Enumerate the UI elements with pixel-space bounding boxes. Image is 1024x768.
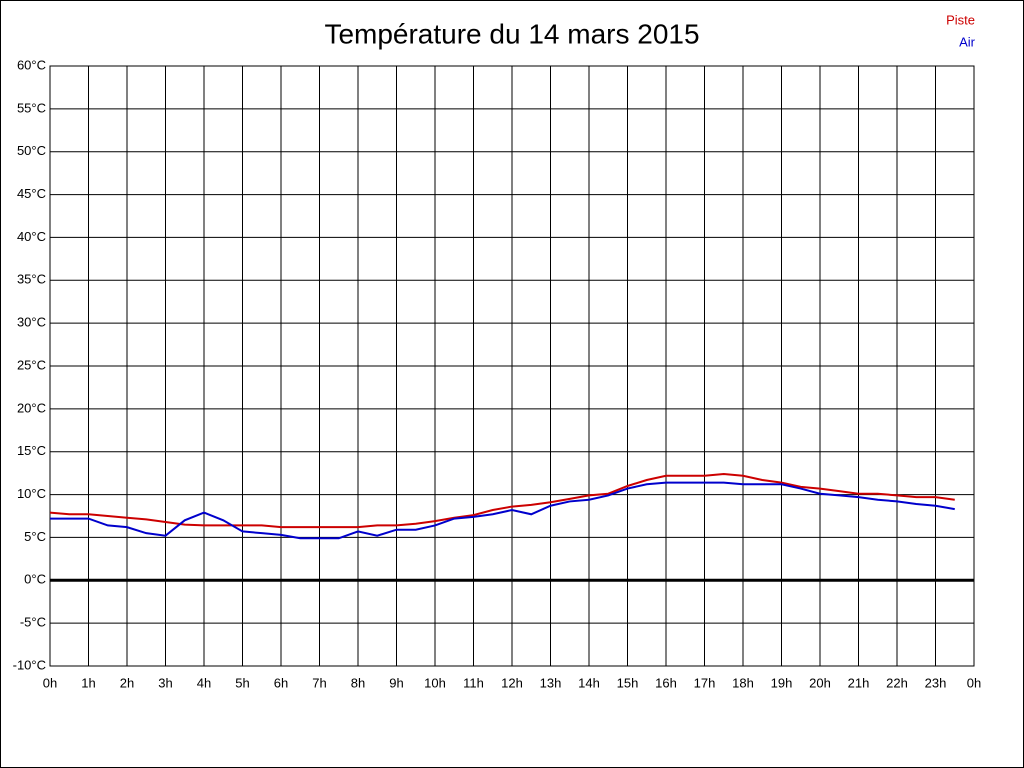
x-tick-label: 10h <box>424 675 446 690</box>
x-tick-label: 12h <box>501 675 523 690</box>
x-tick-label: 18h <box>732 675 754 690</box>
y-tick-label: 35°C <box>17 272 46 287</box>
y-tick-label: 45°C <box>17 186 46 201</box>
y-tick-label: 50°C <box>17 143 46 158</box>
x-tick-label: 20h <box>809 675 831 690</box>
x-tick-label: 11h <box>463 675 484 690</box>
x-tick-label: 0h <box>967 675 981 690</box>
y-tick-label: 0°C <box>24 572 46 587</box>
y-tick-label: 25°C <box>17 357 46 372</box>
legend-entry: Air <box>959 34 976 49</box>
x-tick-label: 5h <box>235 675 249 690</box>
chart-title: Température du 14 mars 2015 <box>324 18 699 49</box>
x-tick-label: 0h <box>43 675 57 690</box>
y-tick-label: 60°C <box>17 57 46 72</box>
x-tick-label: 2h <box>120 675 134 690</box>
y-tick-label: -10°C <box>13 657 46 672</box>
y-tick-label: 20°C <box>17 400 46 415</box>
x-tick-label: 6h <box>274 675 288 690</box>
x-tick-label: 8h <box>351 675 365 690</box>
x-tick-label: 3h <box>158 675 172 690</box>
x-tick-label: 15h <box>617 675 639 690</box>
x-tick-label: 17h <box>694 675 716 690</box>
legend-entry: Piste <box>946 12 975 27</box>
y-tick-label: -5°C <box>20 615 46 630</box>
x-tick-label: 4h <box>197 675 211 690</box>
x-tick-label: 9h <box>389 675 403 690</box>
series-line <box>50 481 955 540</box>
y-tick-label: 15°C <box>17 443 46 458</box>
y-tick-label: 5°C <box>24 529 46 544</box>
y-tick-label: 30°C <box>17 315 46 330</box>
x-tick-label: 21h <box>848 675 870 690</box>
x-tick-label: 22h <box>886 675 908 690</box>
y-tick-label: 55°C <box>17 100 46 115</box>
y-tick-label: 40°C <box>17 229 46 244</box>
x-tick-label: 19h <box>771 675 793 690</box>
x-tick-label: 16h <box>655 675 677 690</box>
x-tick-label: 1h <box>81 675 95 690</box>
x-tick-label: 7h <box>312 675 326 690</box>
x-tick-label: 23h <box>925 675 947 690</box>
x-tick-label: 13h <box>540 675 562 690</box>
x-tick-label: 14h <box>578 675 600 690</box>
y-tick-label: 10°C <box>17 486 46 501</box>
series-line <box>49 472 955 529</box>
